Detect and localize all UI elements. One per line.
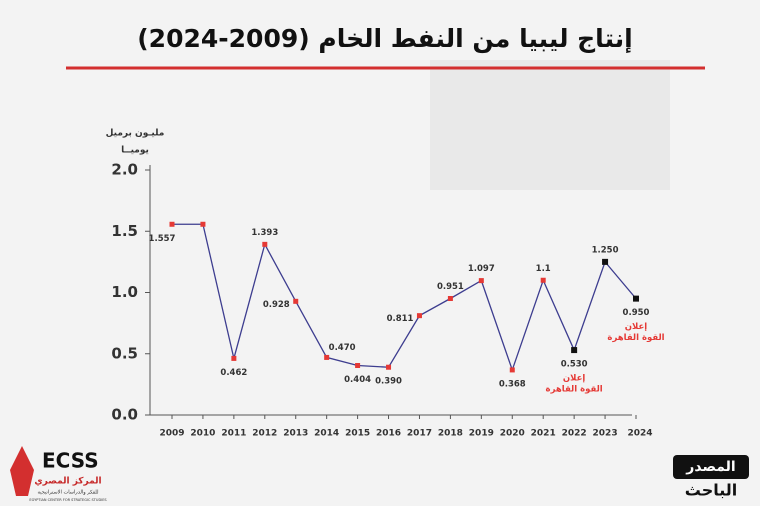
x-tick-label: 2023	[593, 429, 618, 439]
x-tick-label: 2016	[376, 429, 401, 439]
data-point	[231, 355, 237, 361]
y-tick-label: 1.5	[111, 222, 138, 240]
data-label: 0.404	[344, 375, 371, 385]
data-line	[172, 223, 637, 372]
data-label: 1.097	[468, 264, 495, 274]
source-value: الباحث	[685, 481, 738, 500]
data-point	[355, 363, 361, 369]
data-point	[633, 295, 639, 302]
x-tick-label: 2021	[531, 429, 556, 439]
y-tick-label: 2.0	[111, 161, 138, 179]
data-point	[386, 364, 392, 370]
data-label: 1.1	[536, 264, 551, 274]
x-tick-label: 2013	[283, 429, 308, 439]
logo-subtitle: للفكر والدراسات الاستراتيجية	[38, 490, 99, 496]
x-tick-label: 2011	[221, 429, 246, 439]
source-box	[673, 455, 749, 479]
data-label: 1.250	[592, 245, 619, 255]
logo-name: المركز المصري	[34, 477, 101, 487]
data-point	[447, 296, 453, 302]
data-label: 0.811	[387, 314, 414, 324]
data-point	[262, 241, 268, 247]
y-axis-label: يوميــا	[121, 146, 149, 156]
data-point	[293, 298, 299, 304]
x-tick-label: 2022	[562, 429, 587, 439]
data-label: 0.928	[263, 300, 290, 310]
data-point	[324, 354, 330, 360]
logo-icon	[10, 446, 34, 496]
data-point	[540, 277, 546, 283]
x-tick-label: 2019	[469, 429, 494, 439]
data-point	[478, 278, 484, 284]
data-point	[169, 221, 175, 227]
source-label: المصدر	[685, 459, 735, 475]
x-tick-label: 2015	[345, 429, 370, 439]
x-tick-label: 2018	[438, 429, 463, 439]
data-label: 0.530	[561, 360, 588, 370]
x-tick-label: 2010	[190, 429, 215, 439]
data-label: 0.950	[623, 308, 650, 318]
annotation: إعلان	[625, 322, 648, 332]
data-point	[602, 258, 609, 265]
annotation: القوة القاهرة	[607, 333, 664, 343]
y-tick-label: 0.0	[111, 406, 138, 424]
logo-abbr: ECSS	[42, 449, 99, 473]
data-label: 0.368	[499, 379, 526, 389]
annotation: القوة القاهرة	[546, 385, 603, 395]
data-label: 0.462	[220, 368, 247, 378]
chart-title: إنتاج ليبيا من النفط الخام (2009-2024)	[137, 24, 633, 54]
data-label: 0.470	[329, 343, 356, 353]
data-point	[200, 221, 206, 227]
data-label: 0.951	[437, 282, 464, 292]
x-tick-label: 2009	[159, 429, 184, 439]
data-label: 0.390	[375, 377, 402, 387]
flag-decoration	[430, 60, 670, 190]
data-point	[571, 347, 578, 354]
y-tick-label: 0.5	[111, 344, 138, 362]
x-tick-label: 2020	[500, 429, 525, 439]
y-tick-label: 1.0	[111, 283, 138, 301]
annotation: إعلان	[563, 374, 586, 384]
x-tick-label: 2012	[252, 429, 277, 439]
x-tick-label: 2017	[407, 429, 432, 439]
data-label: 1.393	[251, 228, 278, 238]
data-point	[416, 313, 422, 319]
data-point	[509, 367, 515, 373]
x-tick-label: 2024	[627, 429, 652, 439]
y-axis-label: مليـون برميل	[106, 129, 165, 139]
data-label: 1.557	[149, 234, 176, 244]
logo: ECSS المركز المصري للفكر والدراسات الاست…	[10, 446, 107, 502]
logo-english: EGYPTIAN CENTER FOR STRATEGIC STUDIES	[29, 498, 107, 502]
x-tick-label: 2014	[314, 429, 339, 439]
